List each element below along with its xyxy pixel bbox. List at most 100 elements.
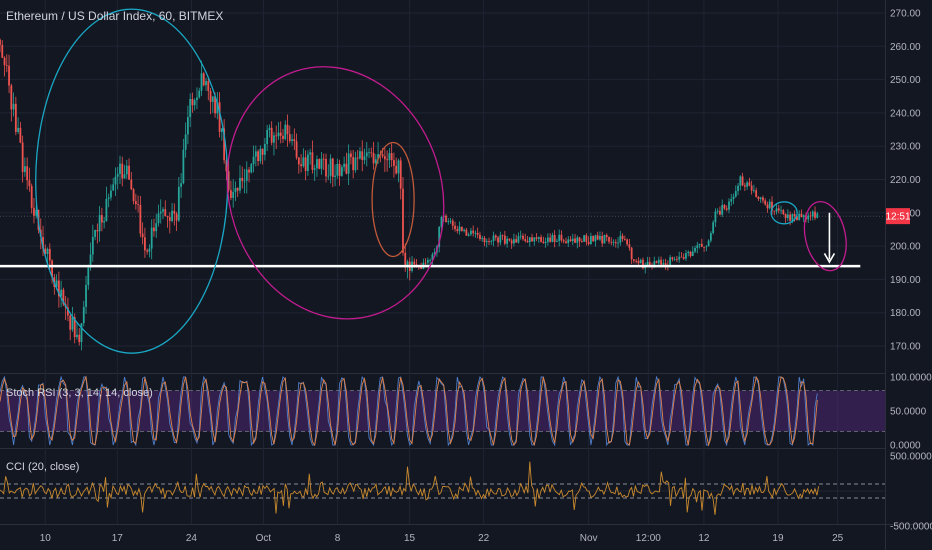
- candle: [85, 284, 87, 307]
- candle: [691, 251, 694, 256]
- candle: [187, 117, 189, 135]
- candle: [655, 261, 658, 264]
- candle: [356, 157, 359, 159]
- candle: [743, 185, 746, 187]
- candle: [313, 168, 316, 170]
- candle: [474, 232, 477, 234]
- candle: [551, 235, 554, 242]
- y-tick-label: 220.00: [890, 175, 921, 186]
- candle: [449, 220, 452, 222]
- candle: [223, 128, 226, 161]
- candle: [10, 85, 13, 110]
- candle: [329, 158, 332, 176]
- candle: [182, 149, 185, 184]
- candle: [454, 225, 456, 230]
- candle: [89, 254, 92, 268]
- candle: [284, 124, 287, 139]
- candle: [24, 166, 26, 172]
- candle: [157, 213, 160, 224]
- candle: [35, 209, 38, 216]
- candle: [162, 209, 164, 212]
- candle: [119, 163, 121, 174]
- down-arrow-head[interactable]: [823, 253, 836, 264]
- annotations[interactable]: [35, 8, 852, 354]
- candle: [177, 186, 180, 221]
- candle: [196, 97, 198, 101]
- candle: [662, 263, 665, 265]
- candle: [263, 144, 266, 155]
- x-tick-label: Nov: [580, 533, 598, 544]
- candle: [490, 241, 493, 242]
- candle: [397, 160, 400, 174]
- candle: [399, 160, 402, 189]
- candle: [703, 246, 705, 248]
- candle: [286, 124, 289, 135]
- candle: [198, 90, 201, 98]
- stoch-y-tick-label: 100.0000: [890, 373, 932, 384]
- candle: [646, 261, 649, 266]
- candle: [580, 241, 583, 243]
- candle: [370, 152, 373, 154]
- orange-ellipse[interactable]: [371, 141, 415, 258]
- candle: [383, 156, 386, 160]
- candle: [175, 213, 178, 221]
- candle: [589, 235, 592, 245]
- candle: [585, 235, 588, 242]
- candle: [596, 235, 599, 240]
- candle: [354, 157, 357, 171]
- cci-y-tick-label: -500.0000: [890, 522, 932, 533]
- candle: [712, 222, 715, 234]
- magenta-ellipse[interactable]: [195, 38, 476, 347]
- candle: [123, 174, 126, 179]
- candle: [42, 236, 44, 249]
- candle: [433, 252, 436, 255]
- candle: [698, 243, 701, 246]
- candle: [336, 163, 339, 176]
- candle: [331, 158, 334, 177]
- candle: [630, 247, 633, 260]
- candle: [218, 102, 221, 132]
- candle: [245, 169, 248, 181]
- candle: [227, 171, 230, 191]
- candle: [295, 141, 298, 158]
- candle: [0, 39, 1, 45]
- stoch-y-tick-label: 50.0000: [890, 407, 927, 418]
- y-tick-label: 250.00: [890, 75, 921, 86]
- candle: [143, 237, 146, 251]
- candle: [759, 197, 762, 199]
- candle: [483, 238, 486, 243]
- small-magenta-ellipse[interactable]: [798, 198, 852, 275]
- candle: [623, 238, 626, 240]
- candle: [707, 240, 710, 247]
- candle: [626, 239, 629, 245]
- candle: [48, 248, 51, 261]
- candle: [270, 127, 273, 143]
- candle: [617, 242, 619, 244]
- candle: [87, 267, 90, 285]
- candle: [635, 260, 638, 262]
- x-tick-label: 17: [112, 533, 124, 544]
- candle: [159, 211, 162, 214]
- candle: [189, 98, 192, 118]
- candle: [311, 152, 314, 170]
- candle: [755, 190, 758, 197]
- candle: [746, 182, 749, 187]
- small-cyan-ellipse[interactable]: [770, 201, 798, 225]
- candle: [685, 253, 687, 259]
- candle: [793, 214, 796, 217]
- stoch-d-line: [0, 375, 818, 447]
- candle: [515, 239, 518, 243]
- candle: [517, 236, 520, 243]
- candle: [76, 334, 78, 338]
- candle: [811, 211, 814, 217]
- candle: [802, 215, 805, 218]
- candle: [676, 258, 678, 260]
- candle: [293, 139, 296, 142]
- candle: [492, 235, 495, 242]
- candle: [694, 248, 696, 252]
- candle: [777, 208, 780, 211]
- candle: [460, 226, 463, 231]
- candle: [723, 204, 726, 209]
- candle: [322, 158, 325, 160]
